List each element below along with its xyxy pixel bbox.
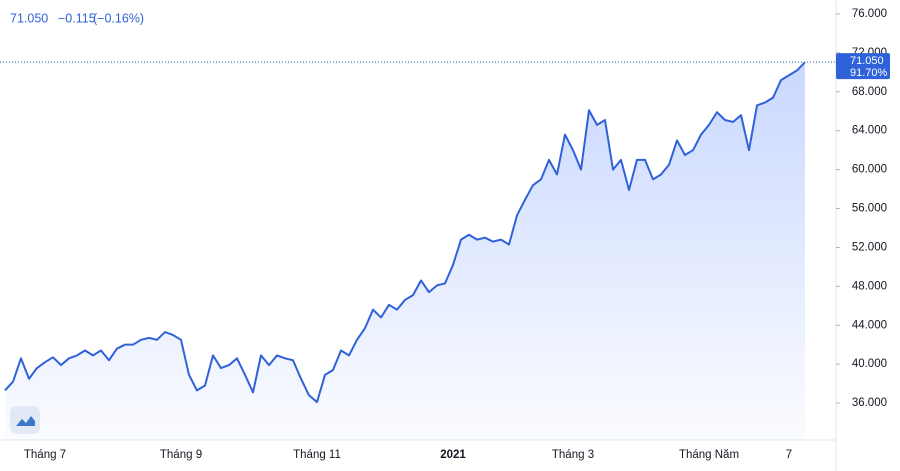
price-tag-percent: 91.70%	[850, 67, 888, 79]
price-tag-value: 71.050	[850, 55, 884, 67]
y-tick-label: 48.000	[852, 280, 887, 292]
y-tick-label: 64.000	[852, 125, 887, 137]
legend: 71.050 −0.115 (−0.16%)	[10, 11, 144, 25]
x-tick-label: 2021	[440, 449, 466, 461]
y-tick-label: 68.000	[852, 86, 887, 98]
x-tick-label: Tháng 11	[293, 449, 341, 461]
x-tick-label: Tháng 9	[160, 449, 202, 461]
y-tick-label: 56.000	[852, 203, 887, 215]
x-tick-label: 7	[786, 449, 792, 461]
legend-change-pct: (−0.16%)	[93, 11, 144, 25]
legend-value: 71.050	[10, 11, 48, 25]
x-tick-label: Tháng 3	[552, 449, 594, 461]
price-line	[4, 61, 806, 404]
legend-change: −0.115	[58, 11, 96, 25]
x-tick-label: Tháng 7	[24, 449, 66, 461]
price-tag	[836, 53, 890, 80]
x-tick-label: Tháng Năm	[679, 449, 739, 461]
area-fill	[5, 62, 805, 441]
y-tick-label: 76.000	[852, 8, 887, 20]
y-tick-label: 36.000	[852, 397, 887, 409]
y-tick-label: 60.000	[852, 164, 887, 176]
y-tick-label: 52.000	[852, 241, 887, 253]
y-tick-label: 44.000	[852, 319, 887, 331]
y-tick-label: 40.000	[852, 358, 887, 370]
